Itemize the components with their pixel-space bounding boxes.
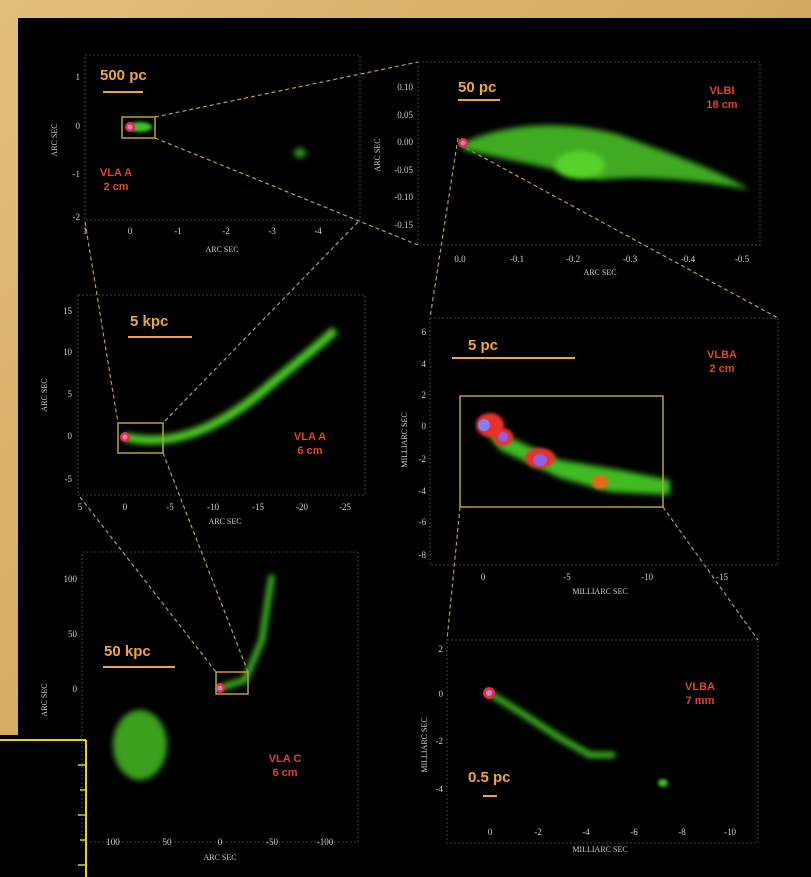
y-tick-label: 0 [68, 431, 73, 441]
x-tick-label: -1 [174, 226, 182, 236]
scale-bar-label: 5 kpc [130, 313, 168, 330]
y-tick-label: 2 [422, 390, 427, 400]
y-tick-label: 0.00 [397, 137, 413, 147]
panel-label: VLA A [294, 431, 326, 443]
x-tick-label: -0.3 [623, 254, 638, 264]
y-tick-label: -2 [436, 736, 444, 746]
cut-off-plot [0, 735, 90, 877]
panel-label: 6 cm [297, 445, 322, 457]
panel-label: VLA C [269, 753, 302, 765]
panel-label: VLBA [707, 349, 737, 361]
y-tick-label: 0 [422, 421, 427, 431]
x-tick-label: 1 [83, 226, 88, 236]
x-tick-label: -25 [339, 502, 351, 512]
y-axis-label: ARC SEC [50, 123, 59, 156]
x-tick-label: -4 [314, 226, 322, 236]
y-tick-label: -0.05 [394, 165, 413, 175]
x-axis-label: ARC SEC [208, 517, 241, 526]
x-axis-label: MILLIARC SEC [572, 845, 627, 854]
y-axis-label: ARC SEC [40, 683, 49, 716]
x-tick-label: -5 [166, 502, 174, 512]
x-tick-label: -10 [207, 502, 219, 512]
x-tick-label: -50 [266, 837, 278, 847]
y-tick-label: 15 [63, 306, 73, 316]
x-tick-label: -20 [296, 502, 308, 512]
x-tick-label: -15 [252, 502, 264, 512]
x-tick-label: 100 [106, 837, 120, 847]
x-tick-label: 0.0 [454, 254, 466, 264]
y-tick-label: -2 [73, 212, 81, 222]
y-tick-label: 2 [439, 644, 444, 654]
x-axis-label: MILLIARC SEC [572, 587, 627, 596]
y-tick-label: 6 [422, 327, 427, 337]
y-tick-label: 4 [422, 359, 427, 369]
x-tick-label: -2 [222, 226, 230, 236]
panel-label: 2 cm [103, 181, 128, 193]
y-tick-label: -6 [419, 517, 427, 527]
y-tick-label: -4 [436, 784, 444, 794]
y-tick-label: -4 [419, 486, 427, 496]
figure: 500 pcVLA A2 cmARC SECARC SEC10-1-210-1-… [0, 0, 811, 877]
y-tick-label: 1 [76, 72, 81, 82]
x-tick-label: 5 [78, 502, 83, 512]
panel-label: 7 mm [686, 695, 715, 707]
y-tick-label: 50 [68, 629, 78, 639]
y-tick-label: 0.10 [397, 82, 413, 92]
y-axis-label: MILLIARC SEC [400, 412, 409, 467]
x-tick-label: -3 [268, 226, 276, 236]
x-axis-label: ARC SEC [205, 245, 238, 254]
y-tick-label: 0 [439, 689, 444, 699]
x-tick-label: -8 [678, 827, 686, 837]
y-tick-label: 0 [73, 684, 78, 694]
x-axis-label: ARC SEC [203, 853, 236, 862]
y-tick-label: 5 [68, 389, 73, 399]
y-tick-label: -0.15 [394, 220, 413, 230]
y-tick-label: -2 [419, 454, 427, 464]
panel-label: VLBA [685, 681, 715, 693]
scale-bar-label: 5 pc [468, 337, 498, 354]
y-tick-label: -1 [73, 169, 81, 179]
y-axis-label: MILLIARC SEC [420, 717, 429, 772]
x-tick-label: -0.5 [735, 254, 750, 264]
x-tick-label: -100 [317, 837, 334, 847]
x-tick-label: 0 [481, 572, 486, 582]
x-tick-label: 0 [123, 502, 128, 512]
y-tick-label: 0 [76, 121, 81, 131]
x-tick-label: -2 [534, 827, 542, 837]
y-tick-label: 100 [64, 574, 78, 584]
x-tick-label: -0.1 [510, 254, 524, 264]
x-tick-label: 0 [128, 226, 133, 236]
x-tick-label: 50 [163, 837, 173, 847]
x-tick-label: -10 [641, 572, 653, 582]
y-tick-label: -0.10 [394, 192, 413, 202]
y-tick-label: -8 [419, 550, 427, 560]
x-tick-label: -6 [630, 827, 638, 837]
x-tick-label: -0.2 [566, 254, 580, 264]
y-tick-label: -5 [65, 474, 73, 484]
x-tick-label: -5 [563, 572, 571, 582]
panel-label: 2 cm [709, 363, 734, 375]
x-tick-label: -10 [724, 827, 736, 837]
x-axis-label: ARC SEC [583, 268, 616, 277]
x-tick-label: 0 [218, 837, 223, 847]
panel-label: VLA A [100, 167, 132, 179]
scale-bar-label: 50 pc [458, 79, 496, 96]
x-tick-label: -15 [716, 572, 728, 582]
panel-label: 18 cm [706, 99, 737, 111]
panel-label: 6 cm [272, 767, 297, 779]
y-tick-label: 0.05 [397, 110, 413, 120]
x-tick-label: -0.4 [681, 254, 696, 264]
x-tick-label: 0 [488, 827, 493, 837]
y-axis-label: ARC SEC [373, 138, 382, 171]
scale-bar-label: 500 pc [100, 67, 147, 84]
x-tick-label: -4 [582, 827, 590, 837]
panel-label: VLBI [709, 85, 734, 97]
y-axis-label: ARC SEC [40, 378, 49, 411]
scale-bar-label: 0.5 pc [468, 769, 511, 786]
y-tick-label: 10 [63, 347, 73, 357]
scale-bar-label: 50 kpc [104, 643, 151, 660]
